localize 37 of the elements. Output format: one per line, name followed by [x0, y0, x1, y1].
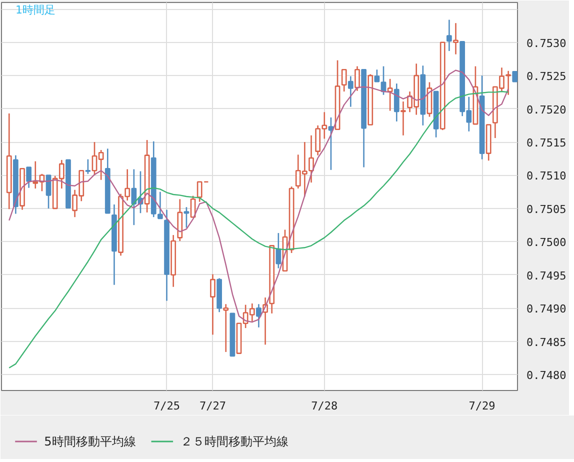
y-tick-label: 0.7525	[526, 70, 566, 84]
candlestick	[512, 70, 518, 82]
x-tick-label: 7/29	[468, 400, 496, 412]
candlestick	[223, 303, 229, 353]
candlestick	[453, 22, 458, 55]
candlestick	[400, 100, 406, 136]
legend-label: ２５時間移動平均線	[180, 434, 288, 448]
line-series	[8, 70, 509, 323]
candlestick	[354, 66, 360, 92]
y-tick-label: 0.7490	[526, 302, 566, 316]
y-tick-label: 0.7485	[526, 336, 566, 349]
x-tick-label: 7/28	[311, 400, 338, 412]
y-tick-label: 0.7495	[526, 269, 566, 282]
x-tick-label: 7/25	[154, 400, 180, 412]
candlestick	[276, 232, 282, 269]
candlestick	[446, 19, 452, 52]
candlestick	[184, 206, 190, 228]
y-tick-label: 0.7520	[526, 103, 566, 116]
y-tick-label: 0.7505	[526, 202, 566, 216]
candlestick	[374, 68, 380, 82]
y-tick-label: 0.7530	[526, 36, 566, 50]
candlestick	[256, 303, 262, 328]
legend-label: 5時間移動平均線	[44, 434, 136, 448]
candlestick	[348, 76, 354, 108]
candlestick	[85, 158, 91, 175]
candlestick	[26, 166, 32, 189]
y-tick-label: 0.7480	[526, 369, 566, 382]
candlestick	[210, 274, 216, 336]
chart-title: 1時間足	[16, 4, 56, 16]
y-tick-label: 0.7510	[526, 170, 566, 183]
candlestick	[394, 82, 400, 122]
line-series	[8, 90, 509, 369]
y-tick-label: 0.7515	[526, 136, 566, 150]
x-tick-label: 7/27	[199, 400, 226, 412]
candlestick	[387, 78, 393, 112]
y-tick-label: 0.7500	[526, 236, 566, 250]
candlestick	[341, 68, 347, 92]
